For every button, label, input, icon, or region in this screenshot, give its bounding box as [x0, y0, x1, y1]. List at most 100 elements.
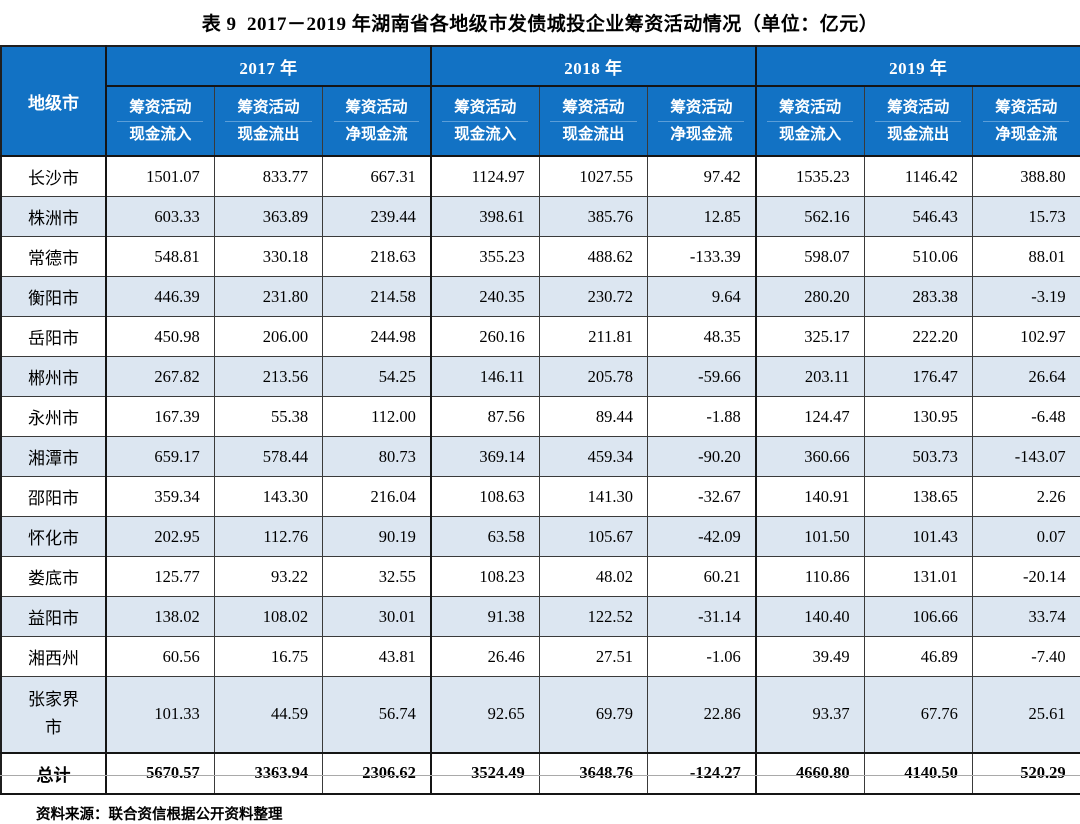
city-row: 湘潭市 659.17 578.44 80.73 369.14 459.34 -90.20 36… — [0, 436, 1080, 477]
city-name: 常德市 — [28, 249, 79, 268]
value-cell: 90.19 — [322, 516, 432, 557]
value-cell: 92.65 — [429, 676, 540, 753]
city-cell: 岳阳市 — [0, 316, 107, 357]
value-cell: 12.85 — [646, 196, 757, 237]
value-cell: 88.01 — [971, 236, 1080, 277]
sub-header-1-3: 筹资活动 净现金流 — [322, 85, 432, 157]
year-header-row: 地级市 2017 年 2018 年 2019 年 — [0, 45, 1080, 157]
city-row: 益阳市 138.02 108.02 30.01 91.38 122.52 -31.14 140… — [0, 596, 1080, 637]
value-cell: 510.06 — [863, 236, 973, 277]
value-cell: 214.58 — [322, 276, 432, 317]
sub-header-line2: 现金流入 — [117, 120, 204, 148]
value-cell: 131.01 — [863, 556, 973, 597]
value-cell: 546.43 — [863, 196, 973, 237]
value-cell: 2.26 — [971, 476, 1080, 517]
sub-header-line2: 净现金流 — [983, 120, 1070, 148]
value-cell: 231.80 — [213, 276, 324, 317]
value-cell: 141.30 — [538, 476, 648, 517]
value-cell: 69.79 — [538, 676, 648, 753]
value-cell: 369.14 — [429, 436, 540, 477]
city-cell: 衡阳市 — [0, 276, 107, 317]
sub-header-line2: 现金流入 — [442, 120, 529, 148]
city-cell: 怀化市 — [0, 516, 107, 557]
value-cell: 0.07 — [971, 516, 1080, 557]
sub-header-1-1: 筹资活动 现金流入 — [104, 85, 215, 157]
value-cell: 122.52 — [538, 596, 648, 637]
value-cell: 108.23 — [429, 556, 540, 597]
city-cell: 常德市 — [0, 236, 107, 277]
value-cell: 124.47 — [754, 396, 865, 437]
sub-header-3-1: 筹资活动 现金流入 — [754, 85, 865, 157]
value-cell: 388.80 — [971, 155, 1080, 197]
sub-header-3-2: 筹资活动 现金流出 — [863, 85, 973, 157]
city-name: 怀化市 — [28, 529, 79, 548]
value-cell: 833.77 — [213, 155, 324, 197]
sub-header-line2: 净现金流 — [333, 120, 420, 148]
value-cell: 603.33 — [104, 196, 215, 237]
sub-header-line1: 筹资活动 — [562, 98, 625, 116]
value-cell: 80.73 — [322, 436, 432, 477]
value-cell: 211.81 — [538, 316, 648, 357]
value-cell: 108.63 — [429, 476, 540, 517]
sub-header-row: 筹资活动 现金流入 筹资活动 现金流出 筹资活动 净现金流 筹资活动 现金流入 筹资活动 现金流出… — [1, 85, 1080, 157]
value-cell: 450.98 — [104, 316, 215, 357]
city-cell: 益阳市 — [0, 596, 107, 637]
sub-header-line1: 筹资活动 — [237, 98, 300, 116]
value-cell: 459.34 — [538, 436, 648, 477]
value-cell: 222.20 — [863, 316, 973, 357]
sub-header-line1: 筹资活动 — [129, 98, 192, 116]
city-row: 株洲市 603.33 363.89 239.44 398.61 385.76 12.85 56… — [0, 196, 1080, 237]
value-cell: 93.22 — [213, 556, 324, 597]
city-cell: 总计 — [0, 751, 107, 795]
value-cell: 1027.55 — [538, 155, 648, 197]
value-cell: 93.37 — [754, 676, 865, 753]
city-name: 湘潭市 — [28, 449, 79, 468]
value-cell: 216.04 — [322, 476, 432, 517]
city-name: 株洲市 — [28, 209, 79, 228]
value-cell: 667.31 — [322, 155, 432, 197]
city-name: 湘西州 — [28, 649, 79, 668]
city-row: 岳阳市 450.98 206.00 244.98 260.16 211.81 48.35 32… — [0, 316, 1080, 357]
value-cell: 598.07 — [754, 236, 865, 277]
value-cell: 659.17 — [104, 436, 215, 477]
value-cell: 520.29 — [971, 751, 1080, 795]
sub-header-1-2: 筹资活动 现金流出 — [213, 85, 324, 157]
value-cell: 54.25 — [322, 356, 432, 397]
data-source-note: 资料来源：联合资信根据公开资料整理 — [36, 806, 283, 823]
value-cell: 33.74 — [971, 596, 1080, 637]
value-cell: 27.51 — [538, 636, 648, 677]
value-cell: 63.58 — [429, 516, 540, 557]
city-row: 湘西州 60.56 16.75 43.81 26.46 27.51 -1.06 39.49 46… — [0, 636, 1080, 677]
value-cell: 503.73 — [863, 436, 973, 477]
city-row: 邵阳市 359.34 143.30 216.04 108.63 141.30 -32.67 1… — [0, 476, 1080, 517]
value-cell: 359.34 — [104, 476, 215, 517]
city-cell: 张家界市 — [0, 676, 107, 753]
city-name: 永州市 — [28, 409, 79, 428]
value-cell: 562.16 — [754, 196, 865, 237]
sub-header-line2: 现金流出 — [550, 120, 637, 148]
city-row: 常德市 548.81 330.18 218.63 355.23 488.62 -133.39… — [0, 236, 1080, 277]
city-cell: 永州市 — [0, 396, 107, 437]
value-cell: 385.76 — [538, 196, 648, 237]
value-cell: 446.39 — [104, 276, 215, 317]
value-cell: 138.02 — [104, 596, 215, 637]
city-row: 衡阳市 446.39 231.80 214.58 240.35 230.72 9.64 280… — [0, 276, 1080, 317]
city-cell: 长沙市 — [0, 155, 107, 197]
value-cell: 3524.49 — [429, 751, 540, 795]
page-bottom-rule — [0, 775, 1080, 776]
year-header-2018: 2018 年 — [429, 45, 757, 87]
value-cell: -31.14 — [646, 596, 757, 637]
city-name: 岳阳市 — [28, 329, 79, 348]
city-cell: 邵阳市 — [0, 476, 107, 517]
city-name: 邵阳市 — [28, 489, 79, 508]
year-header-2019: 2019 年 — [754, 45, 1080, 87]
value-cell: -133.39 — [646, 236, 757, 277]
value-cell: -7.40 — [971, 636, 1080, 677]
value-cell: 5670.57 — [104, 751, 215, 795]
city-row: 长沙市 1501.07 833.77 667.31 1124.97 1027.55 97.4… — [0, 155, 1080, 197]
city-name: 张家界市 — [27, 690, 79, 738]
value-cell: 280.20 — [754, 276, 865, 317]
city-cell: 娄底市 — [0, 556, 107, 597]
financing-table: 地级市 2017 年 2018 年 2019 年 筹资活动 现金流入 筹资活动 现金流… — [0, 45, 1080, 795]
city-name: 衡阳市 — [28, 289, 79, 308]
